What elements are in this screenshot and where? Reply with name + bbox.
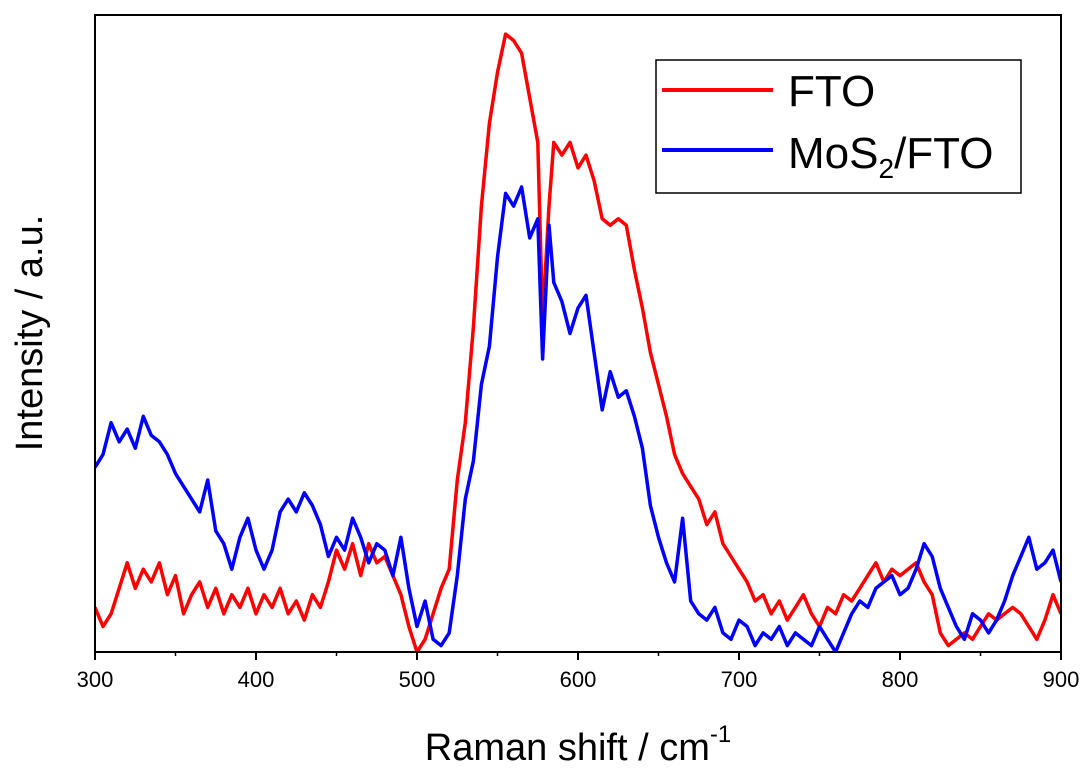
x-tick-label-600: 600 xyxy=(560,667,597,692)
x-tick-label-700: 700 xyxy=(721,667,758,692)
y-axis-title: Intensity / a.u. xyxy=(9,215,51,452)
legend-box xyxy=(655,59,1022,194)
x-axis-title: Raman shift / cm-1 xyxy=(425,721,731,769)
legend-label-mos2-fto: MoS2/FTO xyxy=(788,129,993,184)
legend-label-mos2-suffix: /FTO xyxy=(894,129,993,178)
legend: FTO MoS2/FTO xyxy=(655,59,1022,194)
x-axis-ticks: 300 400 500 600 700 800 900 xyxy=(77,652,1080,692)
x-tick-label-500: 500 xyxy=(399,667,436,692)
series-line-fto xyxy=(95,32,1061,652)
legend-label-mos2-main: MoS xyxy=(788,129,878,178)
legend-label-mos2-subscript: 2 xyxy=(878,153,894,184)
series-layer xyxy=(95,32,1061,652)
x-axis-title-main: Raman shift / cm xyxy=(425,727,710,769)
x-tick-label-300: 300 xyxy=(77,667,114,692)
legend-label-fto: FTO xyxy=(788,67,875,116)
x-axis-title-superscript: -1 xyxy=(710,721,731,748)
x-tick-label-900: 900 xyxy=(1043,667,1080,692)
series-line-mos2-fto xyxy=(95,185,1061,652)
x-tick-label-800: 800 xyxy=(882,667,919,692)
x-tick-label-400: 400 xyxy=(238,667,275,692)
